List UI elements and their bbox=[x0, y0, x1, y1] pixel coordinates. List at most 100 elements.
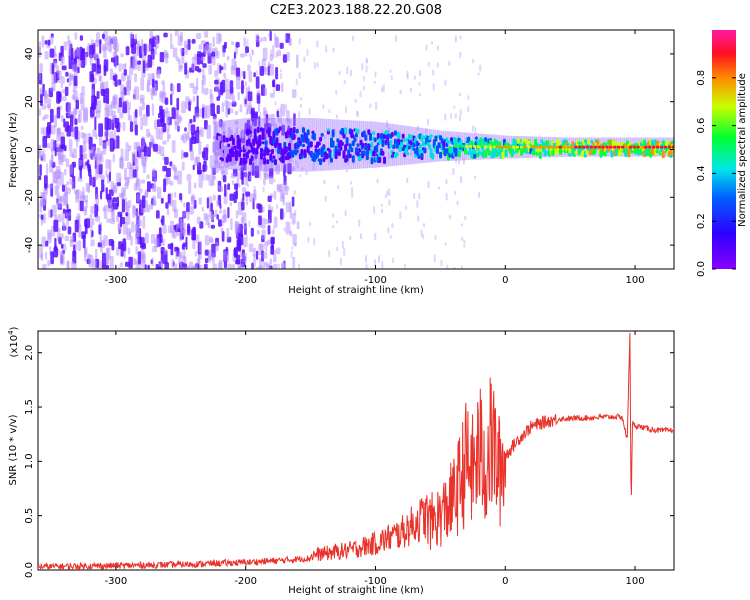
noise-speckle bbox=[126, 177, 130, 184]
noise-speckle bbox=[77, 159, 83, 166]
band-cell bbox=[261, 128, 265, 134]
noise-speckle bbox=[235, 210, 239, 219]
noise-speckle bbox=[389, 234, 392, 239]
noise-speckle bbox=[296, 54, 299, 69]
noise-speckle bbox=[256, 230, 260, 235]
noise-speckle bbox=[382, 84, 385, 92]
noise-speckle bbox=[234, 183, 238, 190]
noise-speckle bbox=[50, 87, 55, 92]
noise-speckle bbox=[351, 186, 353, 194]
noise-speckle bbox=[61, 184, 65, 192]
noise-speckle bbox=[199, 240, 202, 254]
band-cell bbox=[225, 137, 229, 143]
noise-speckle bbox=[341, 240, 344, 249]
noise-speckle bbox=[109, 171, 111, 182]
band-cell bbox=[300, 154, 304, 159]
noise-speckle bbox=[323, 179, 326, 185]
band-cell bbox=[390, 132, 394, 137]
noise-speckle bbox=[110, 218, 115, 225]
noise-speckle bbox=[91, 218, 95, 226]
band-core bbox=[523, 145, 527, 149]
noise-speckle bbox=[218, 161, 221, 171]
x-tick-label: -200 bbox=[234, 275, 257, 286]
noise-speckle bbox=[467, 95, 470, 100]
band-cell bbox=[244, 158, 248, 164]
noise-speckle bbox=[142, 60, 146, 74]
noise-speckle bbox=[151, 257, 154, 266]
noise-speckle bbox=[450, 113, 453, 119]
noise-speckle bbox=[221, 122, 226, 131]
band-halo bbox=[431, 129, 434, 163]
noise-speckle bbox=[369, 103, 372, 109]
noise-speckle bbox=[132, 204, 136, 218]
y-tick-label: 0.5 bbox=[24, 508, 35, 524]
noise-speckle bbox=[159, 92, 164, 99]
band-cell bbox=[545, 150, 548, 156]
noise-speckle bbox=[208, 64, 212, 75]
noise-speckle bbox=[262, 261, 265, 269]
band-cell bbox=[221, 157, 224, 162]
noise-speckle bbox=[208, 255, 213, 261]
band-cell bbox=[288, 142, 291, 147]
noise-speckle bbox=[339, 133, 342, 140]
band-core bbox=[636, 145, 640, 149]
noise-speckle bbox=[431, 41, 433, 45]
noise-speckle bbox=[92, 176, 96, 188]
band-core bbox=[492, 145, 496, 149]
noise-speckle bbox=[47, 260, 51, 267]
noise-speckle bbox=[174, 30, 179, 37]
band-cell bbox=[245, 151, 249, 159]
noise-speckle bbox=[365, 65, 368, 73]
noise-speckle bbox=[89, 54, 93, 66]
noise-speckle bbox=[74, 126, 79, 140]
noise-speckle bbox=[210, 268, 213, 269]
noise-speckle bbox=[275, 67, 279, 80]
noise-speckle bbox=[80, 97, 85, 111]
noise-speckle bbox=[210, 224, 215, 229]
noise-speckle bbox=[125, 81, 129, 89]
noise-speckle bbox=[94, 39, 99, 48]
noise-speckle bbox=[99, 267, 102, 269]
noise-speckle bbox=[273, 263, 278, 269]
band-core bbox=[648, 145, 652, 149]
band-cell bbox=[238, 150, 242, 158]
noise-speckle bbox=[53, 219, 59, 232]
band-cell bbox=[439, 151, 443, 159]
band-cell bbox=[225, 148, 229, 156]
band-cell bbox=[577, 141, 581, 145]
noise-speckle bbox=[282, 263, 285, 269]
noise-speckle bbox=[88, 136, 93, 150]
noise-speckle bbox=[223, 168, 228, 175]
noise-speckle bbox=[182, 211, 187, 218]
noise-speckle bbox=[89, 174, 92, 186]
band-cell bbox=[364, 134, 368, 141]
noise-speckle bbox=[448, 60, 451, 66]
noise-speckle bbox=[265, 246, 268, 252]
band-cell bbox=[260, 147, 263, 154]
noise-speckle bbox=[386, 190, 389, 196]
x-tick-label: 0 bbox=[502, 275, 508, 286]
noise-speckle bbox=[216, 214, 219, 220]
band-cell bbox=[337, 151, 341, 156]
band-halo bbox=[409, 126, 413, 165]
band-cell bbox=[331, 140, 335, 148]
noise-speckle bbox=[119, 157, 121, 168]
noise-speckle bbox=[274, 101, 277, 106]
noise-speckle bbox=[117, 222, 120, 231]
noise-speckle bbox=[227, 263, 231, 269]
colorbar-tick-label: 0.6 bbox=[696, 118, 707, 134]
noise-speckle bbox=[269, 258, 273, 265]
noise-speckle bbox=[269, 30, 272, 41]
band-cell bbox=[302, 143, 305, 148]
noise-speckle bbox=[46, 126, 51, 139]
noise-speckle bbox=[233, 248, 237, 257]
noise-speckle bbox=[45, 240, 49, 247]
band-cell bbox=[295, 149, 299, 154]
noise-speckle bbox=[292, 233, 297, 246]
noise-speckle bbox=[55, 65, 60, 73]
noise-speckle bbox=[157, 187, 162, 199]
noise-speckle bbox=[170, 164, 176, 170]
noise-speckle bbox=[141, 38, 144, 53]
colorbar-tick-label: 0.4 bbox=[696, 165, 707, 181]
x-tick-label: 100 bbox=[626, 275, 645, 286]
